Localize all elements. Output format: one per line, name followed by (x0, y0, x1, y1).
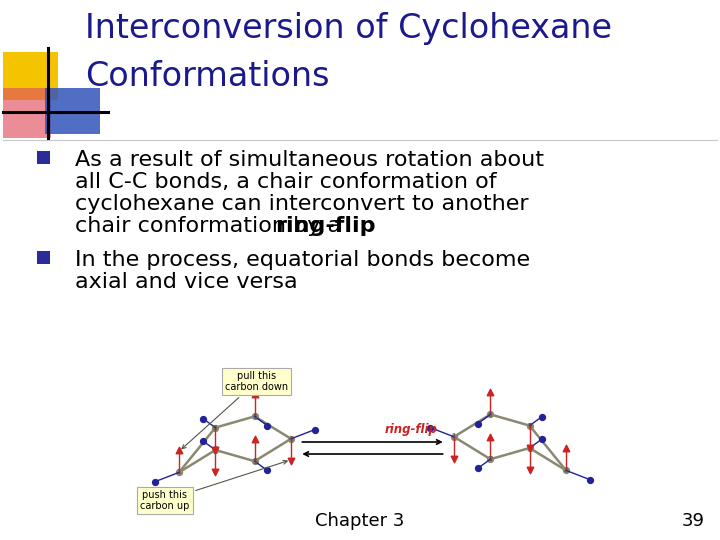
Point (249, 435, 261, 443)
Point (524, 444, 536, 453)
Text: ring-flip: ring-flip (275, 216, 375, 236)
Point (249, 390, 261, 399)
FancyBboxPatch shape (37, 151, 50, 164)
Point (472, 419, 484, 428)
Text: cyclohexane can interconvert to another: cyclohexane can interconvert to another (75, 194, 528, 214)
Text: Interconversion of Cyclohexane: Interconversion of Cyclohexane (85, 12, 612, 45)
Point (249, 457, 261, 465)
Point (472, 464, 484, 472)
FancyBboxPatch shape (3, 88, 51, 138)
Point (285, 435, 297, 443)
Text: Conformations: Conformations (85, 60, 330, 93)
Point (210, 468, 221, 477)
Point (249, 412, 261, 421)
Text: 5: 5 (252, 414, 256, 420)
Point (261, 421, 273, 430)
Point (485, 433, 496, 441)
Text: 1: 1 (176, 469, 181, 475)
Point (485, 388, 496, 396)
Text: 6: 6 (487, 411, 492, 418)
Point (174, 468, 185, 477)
Text: 3: 3 (528, 446, 532, 451)
Text: 2: 2 (489, 456, 493, 462)
Text: all C-C bonds, a chair conformation of: all C-C bonds, a chair conformation of (75, 172, 497, 192)
Point (425, 423, 436, 432)
Point (560, 466, 572, 475)
Point (174, 446, 185, 454)
Point (261, 466, 273, 475)
FancyBboxPatch shape (45, 88, 100, 134)
Point (524, 466, 536, 475)
Text: pull this
carbon down: pull this carbon down (182, 371, 288, 449)
Point (536, 412, 548, 421)
Point (210, 446, 221, 454)
Point (210, 423, 221, 432)
Text: In the process, equatorial bonds become: In the process, equatorial bonds become (75, 250, 530, 270)
Text: 2: 2 (214, 447, 218, 453)
Point (449, 433, 460, 441)
Point (285, 457, 297, 465)
Text: ring-flip: ring-flip (384, 423, 437, 436)
Point (309, 426, 320, 434)
Text: 3: 3 (253, 458, 257, 464)
Text: 6: 6 (212, 425, 217, 431)
Text: push this
carbon up: push this carbon up (140, 461, 287, 511)
Point (485, 455, 496, 463)
FancyBboxPatch shape (3, 52, 58, 100)
Point (536, 435, 548, 443)
Point (584, 475, 595, 484)
Point (524, 421, 536, 430)
Text: chair conformation by a: chair conformation by a (75, 216, 348, 236)
Point (197, 436, 209, 445)
Text: 4: 4 (564, 468, 569, 474)
Text: 4: 4 (289, 436, 294, 442)
Point (210, 446, 221, 454)
Text: As a result of simultaneous rotation about: As a result of simultaneous rotation abo… (75, 150, 544, 170)
Point (485, 410, 496, 418)
Point (560, 444, 572, 453)
Point (524, 444, 536, 453)
FancyBboxPatch shape (37, 251, 50, 264)
Text: Chapter 3: Chapter 3 (315, 512, 405, 530)
Text: 1: 1 (451, 433, 456, 439)
Point (449, 455, 460, 463)
Text: axial and vice versa: axial and vice versa (75, 272, 297, 292)
Point (197, 414, 209, 423)
Point (150, 477, 161, 486)
Text: 5: 5 (527, 423, 531, 429)
Text: 39: 39 (682, 512, 705, 530)
